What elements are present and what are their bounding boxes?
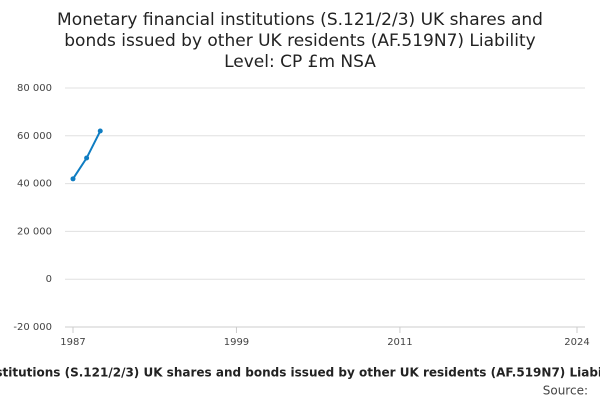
x-tick-label: 2011 [387, 337, 412, 348]
x-axis-label: Monetary financial institutions (S.121/2… [0, 366, 600, 380]
y-tick-label: 80 000 [17, 83, 52, 94]
point [84, 155, 90, 161]
chart-title: Level: CP £m NSA [224, 52, 376, 72]
x-tick-label: 2024 [564, 337, 589, 348]
chart-title: Monetary financial institutions (S.121/2… [57, 10, 543, 30]
y-tick-label: 60 000 [17, 131, 52, 142]
source: Source: [543, 384, 588, 398]
point [70, 176, 76, 182]
chart-title: bonds issued by other UK residents (AF.5… [64, 31, 535, 51]
y-tick-label: 20 000 [17, 226, 52, 237]
x-tick-label: 1999 [224, 337, 249, 348]
y-tick-label: 0 [46, 274, 52, 285]
y-tick-label: 40 000 [17, 179, 52, 190]
y-tick-label: -20 000 [13, 322, 52, 333]
point [97, 128, 103, 134]
line [72, 130, 102, 180]
x-tick-label: 1987 [60, 337, 85, 348]
